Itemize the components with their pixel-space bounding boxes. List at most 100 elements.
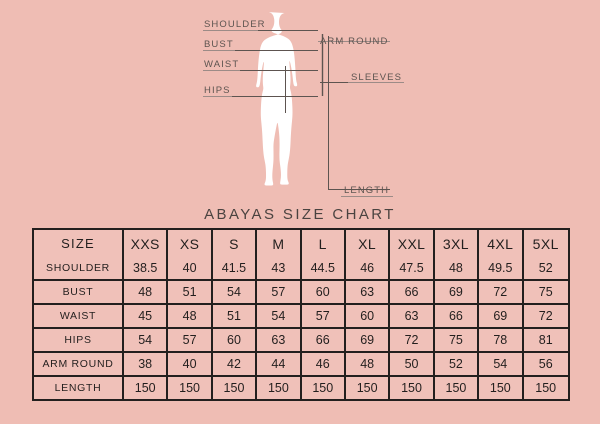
header-size: SIZE [34, 230, 124, 257]
cell: 46 [345, 257, 391, 281]
header-size-4xl: 4XL [479, 230, 524, 257]
row-label-hips: HIPS [34, 329, 124, 353]
cell: 44.5 [301, 257, 346, 281]
cell: 150 [212, 377, 258, 399]
cell: 43 [257, 257, 302, 281]
cell: 38.5 [124, 257, 169, 281]
table-row: WAIST 45 48 51 54 57 60 63 66 69 72 [34, 305, 568, 329]
cell: 48 [434, 257, 480, 281]
header-size-3xl: 3XL [434, 230, 480, 257]
cell: 57 [257, 281, 302, 305]
header-size-xl: XL [345, 230, 391, 257]
cell: 56 [523, 353, 568, 377]
cell: 66 [434, 305, 480, 329]
cell: 69 [434, 281, 480, 305]
label-shoulder: SHOULDER [204, 19, 266, 30]
cell: 49.5 [479, 257, 524, 281]
label-hips: HIPS [204, 85, 231, 96]
cell: 52 [434, 353, 480, 377]
cell: 54 [257, 305, 302, 329]
table-row: SHOULDER 38.5 40 41.5 43 44.5 46 47.5 48… [34, 257, 568, 281]
label-length: LENGTH [344, 185, 390, 196]
row-label-shoulder: SHOULDER [34, 257, 124, 281]
cell: 48 [124, 281, 169, 305]
cell: 75 [434, 329, 480, 353]
cell: 40 [168, 353, 213, 377]
cell: 60 [345, 305, 391, 329]
size-chart-table-container: SIZE XXS XS S M L XL XXL 3XL 4XL 5XL SHO… [32, 228, 570, 401]
cell: 63 [345, 281, 391, 305]
cell: 150 [124, 377, 169, 399]
header-size-5xl: 5XL [523, 230, 568, 257]
cell: 150 [523, 377, 568, 399]
cell: 42 [212, 353, 258, 377]
label-arm-round: ARM ROUND [320, 36, 389, 47]
length-bracket [328, 36, 390, 190]
header-size-xxl: XXL [390, 230, 435, 257]
cell: 54 [479, 353, 524, 377]
cell: 81 [523, 329, 568, 353]
cell: 41.5 [212, 257, 258, 281]
cell: 50 [390, 353, 435, 377]
cell: 48 [345, 353, 391, 377]
silhouette-svg [203, 12, 404, 197]
table-row: LENGTH 150 150 150 150 150 150 150 150 1… [34, 377, 568, 399]
page-title: ABAYAS SIZE CHART [204, 206, 396, 223]
row-label-waist: WAIST [34, 305, 124, 329]
label-sleeves: SLEEVES [351, 72, 403, 83]
cell: 72 [479, 281, 524, 305]
cell: 38 [124, 353, 169, 377]
cell: 66 [390, 281, 435, 305]
cell: 150 [479, 377, 524, 399]
header-size-m: M [257, 230, 302, 257]
cell: 48 [168, 305, 213, 329]
cell: 150 [390, 377, 435, 399]
cell: 63 [390, 305, 435, 329]
cell: 69 [345, 329, 391, 353]
cell: 57 [168, 329, 213, 353]
cell: 150 [301, 377, 346, 399]
label-waist: WAIST [204, 59, 240, 70]
cell: 45 [124, 305, 169, 329]
cell: 51 [212, 305, 258, 329]
label-underlines [203, 30, 404, 197]
measurement-lines [203, 30, 390, 190]
cell: 150 [257, 377, 302, 399]
table-row: ARM ROUND 38 40 42 44 46 48 50 52 54 56 [34, 353, 568, 377]
header-size-xs: XS [168, 230, 213, 257]
body-silhouette [256, 12, 298, 186]
cell: 40 [168, 257, 213, 281]
header-size-s: S [212, 230, 258, 257]
cell: 63 [257, 329, 302, 353]
row-label-length: LENGTH [34, 377, 124, 399]
table-row: BUST 48 51 54 57 60 63 66 69 72 75 [34, 281, 568, 305]
cell: 150 [345, 377, 391, 399]
table-header-row: SIZE XXS XS S M L XL XXL 3XL 4XL 5XL [34, 230, 568, 257]
cell: 60 [301, 281, 346, 305]
cell: 47.5 [390, 257, 435, 281]
cell: 54 [212, 281, 258, 305]
label-bust: BUST [204, 39, 234, 50]
cell: 72 [390, 329, 435, 353]
cell: 46 [301, 353, 346, 377]
header-size-l: L [301, 230, 346, 257]
cell: 78 [479, 329, 524, 353]
cell: 60 [212, 329, 258, 353]
cell: 150 [434, 377, 480, 399]
cell: 52 [523, 257, 568, 281]
cell: 69 [479, 305, 524, 329]
cell: 51 [168, 281, 213, 305]
table-row: HIPS 54 57 60 63 66 69 72 75 78 81 [34, 329, 568, 353]
cell: 72 [523, 305, 568, 329]
size-chart-table: SIZE XXS XS S M L XL XXL 3XL 4XL 5XL SHO… [32, 228, 570, 401]
cell: 75 [523, 281, 568, 305]
row-label-bust: BUST [34, 281, 124, 305]
header-size-xxs: XXS [124, 230, 169, 257]
cell: 66 [301, 329, 346, 353]
cell: 44 [257, 353, 302, 377]
cell: 57 [301, 305, 346, 329]
cell: 54 [124, 329, 169, 353]
cell: 150 [168, 377, 213, 399]
row-label-arm-round: ARM ROUND [34, 353, 124, 377]
measurement-diagram: SHOULDER BUST WAIST HIPS ARM ROUND SLEEV… [0, 0, 600, 205]
